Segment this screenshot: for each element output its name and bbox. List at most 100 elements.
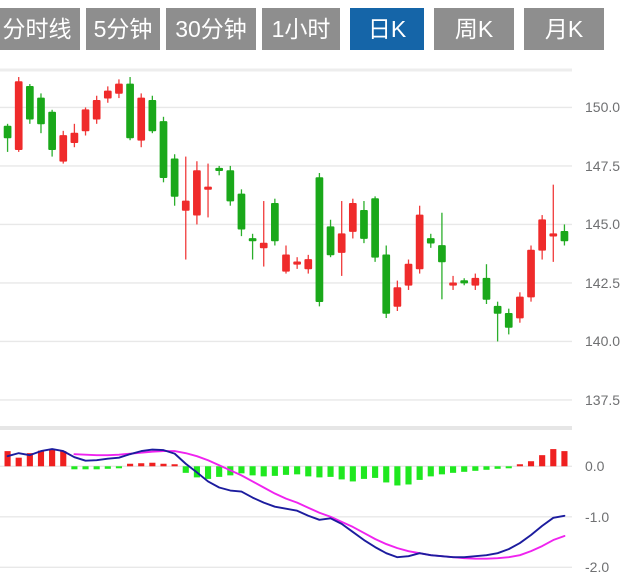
candle-body [315, 177, 324, 303]
candle-body [25, 85, 34, 120]
macd-axis-tick-label: -2.0 [585, 559, 610, 576]
candle-body [159, 121, 168, 179]
macd-bar [171, 464, 178, 467]
macd-bar [115, 466, 123, 469]
macd-bar [15, 457, 22, 467]
macd-bar [60, 451, 67, 467]
candle-body [271, 202, 279, 242]
candle-body [549, 233, 558, 237]
macd-bar [539, 455, 546, 467]
timeframe-tab-label: 30分钟 [175, 15, 247, 42]
candle-body [460, 280, 469, 284]
timeframe-tab-label: 日K [367, 15, 407, 42]
candle-body [282, 254, 290, 272]
macd-bar [260, 466, 267, 477]
candle-body [103, 90, 112, 99]
macd-axis-tick-label: 0.0 [585, 458, 605, 475]
macd-bar [527, 461, 535, 467]
macd-axis-tick-label: -1.0 [585, 508, 610, 525]
macd-bar [327, 466, 334, 477]
candle-body [181, 200, 190, 211]
price-axis-tick-label: 140.0 [585, 333, 621, 350]
macd-bar [149, 462, 156, 467]
candle-body [382, 254, 391, 314]
price-axis-tick-label: 150.0 [585, 99, 621, 116]
candle-body [348, 202, 357, 232]
candle-body [482, 277, 491, 300]
macd-bar [138, 463, 145, 467]
macd-bar [305, 466, 312, 477]
timeframe-tab-6[interactable]: 月K [524, 8, 604, 50]
macd-bar [494, 466, 501, 469]
candle-body [81, 109, 90, 132]
timeframe-tab-0[interactable]: 分时线 [0, 8, 80, 50]
macd-bar [383, 466, 390, 483]
candle-body [415, 214, 424, 270]
price-axis-tick-label: 147.5 [585, 157, 621, 174]
candle-body [393, 287, 402, 307]
candle-body [48, 111, 56, 150]
macd-bar [483, 466, 490, 470]
macd-bar [26, 453, 33, 467]
macd-bar [249, 466, 256, 476]
macd-bar [93, 466, 100, 470]
timeframe-tab-4[interactable]: 日K [350, 8, 424, 50]
candle-body [170, 158, 179, 197]
timeframe-tab-5[interactable]: 周K [434, 8, 514, 50]
macd-bar [360, 466, 368, 479]
candle-body [527, 249, 535, 298]
candle-body [226, 170, 235, 202]
price-axis-tick-label: 142.5 [585, 274, 621, 291]
macd-bar [394, 466, 401, 486]
candle-body [14, 81, 23, 150]
macd-bar [104, 466, 111, 469]
candle-body [360, 209, 368, 239]
candle-body [538, 219, 547, 251]
price-axis-tick-label: 137.5 [585, 391, 621, 408]
macd-bar [49, 449, 56, 467]
macd-bar [561, 451, 568, 467]
timeframe-tab-label: 月K [544, 15, 584, 42]
price-axis-tick-label: 145.0 [585, 216, 621, 233]
candle-body [92, 100, 101, 120]
macd-bar [182, 466, 189, 473]
macd-bar [438, 466, 445, 475]
macd-bar [416, 466, 423, 480]
macd-bar [349, 466, 356, 482]
macd-bar [282, 466, 290, 475]
macd-histogram [4, 449, 568, 486]
candle-body [404, 263, 413, 286]
macd-bar [372, 466, 379, 478]
macd-bar [271, 466, 278, 476]
candle-body [504, 312, 513, 328]
candle-body [3, 125, 12, 139]
candle-body [426, 238, 435, 244]
candle-body [115, 83, 123, 94]
macd-bar [4, 451, 11, 467]
candle-body [516, 296, 524, 319]
macd-bar [427, 466, 434, 477]
candle-body [337, 233, 346, 253]
candle-body [560, 231, 569, 242]
candle-body [248, 238, 257, 242]
macd-line [6, 448, 566, 559]
candle-body [137, 97, 146, 141]
stock-chart-svg [0, 68, 572, 568]
candle-body [304, 259, 313, 270]
candle-body [371, 198, 379, 258]
macd-bar [550, 449, 557, 467]
macd-bar [294, 466, 301, 475]
timeframe-tab-2[interactable]: 30分钟 [166, 8, 256, 50]
macd-bar [461, 466, 468, 472]
timeframe-tab-1[interactable]: 5分钟 [86, 8, 160, 50]
timeframe-tab-3[interactable]: 1小时 [262, 8, 340, 50]
macd-bar [516, 464, 523, 467]
timeframe-tab-label: 5分钟 [93, 15, 153, 42]
candle-body [204, 186, 212, 190]
candle-body [237, 193, 246, 230]
candle-body [326, 226, 335, 256]
macd-bar [405, 466, 412, 485]
macd-bar [316, 466, 323, 478]
macd-bar [127, 463, 134, 467]
candle-body [126, 83, 134, 139]
